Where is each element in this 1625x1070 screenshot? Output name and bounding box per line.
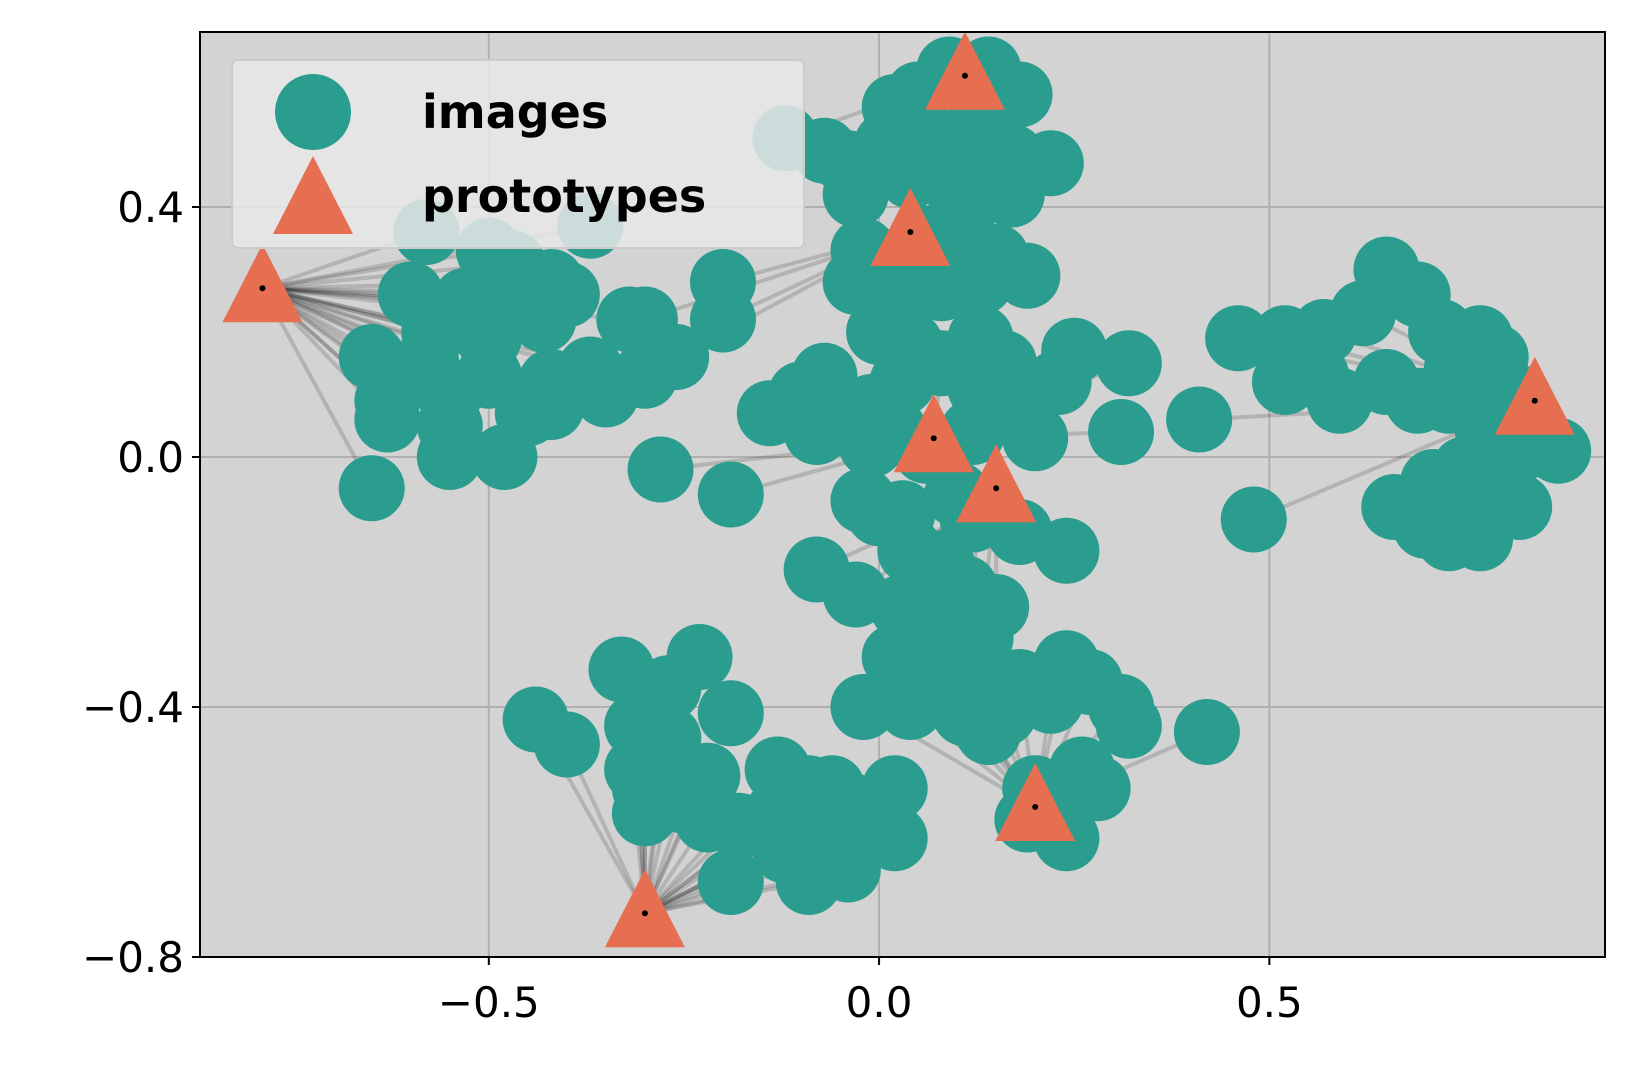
image-point <box>533 711 600 778</box>
prototype-center-dot <box>993 485 1000 492</box>
x-tick-label: 0.0 <box>846 978 913 1027</box>
image-point <box>1447 305 1514 372</box>
image-point <box>861 805 928 872</box>
image-point <box>338 455 405 522</box>
image-point <box>666 624 733 690</box>
image-point <box>838 411 905 478</box>
image-point <box>1002 405 1069 472</box>
image-point <box>814 836 881 903</box>
image-points <box>338 36 1592 915</box>
x-tick-label: 0.5 <box>1236 978 1303 1027</box>
prototype-marker <box>893 394 974 473</box>
image-point <box>1017 667 1084 734</box>
image-point <box>471 424 538 490</box>
image-point <box>1166 386 1233 453</box>
y-tick-label: 0.0 <box>117 433 184 482</box>
image-point <box>978 161 1045 228</box>
image-point <box>1095 692 1162 759</box>
prototype-marker <box>924 31 1005 110</box>
image-point <box>1095 330 1162 397</box>
legend-prototypes-marker <box>273 156 353 234</box>
image-point <box>627 436 694 503</box>
prototype-center-dot <box>907 229 914 235</box>
y-tick-label: 0.4 <box>117 183 184 232</box>
prototype-center-dot <box>259 285 266 292</box>
image-point <box>955 699 1022 765</box>
prototype-center-dot <box>961 72 968 79</box>
legend-images-label: images <box>422 85 608 139</box>
prototype-marker <box>870 188 951 266</box>
x-tick-label: −0.5 <box>438 978 540 1027</box>
prototype-marker <box>1494 356 1575 435</box>
prototype-marker <box>222 244 303 323</box>
image-point <box>1173 699 1240 765</box>
image-point <box>643 324 710 390</box>
image-point <box>783 399 850 465</box>
image-point <box>822 161 889 228</box>
axes: −0.5 0.0 0.5 −0.8 −0.4 0.0 0.4 <box>82 183 1303 1027</box>
plot-frame <box>199 31 1606 958</box>
image-point <box>697 680 764 747</box>
image-point <box>697 461 764 528</box>
image-point <box>1220 486 1287 553</box>
prototype-link-line <box>262 248 490 291</box>
image-point <box>846 480 913 547</box>
prototype-center-dot <box>641 910 648 917</box>
y-tick-label: −0.4 <box>82 683 184 732</box>
image-point <box>752 817 819 884</box>
prototype-marker <box>995 763 1076 841</box>
prototype-center-dot <box>930 435 937 442</box>
image-point <box>611 780 678 847</box>
image-point <box>354 386 421 453</box>
image-point <box>1033 517 1100 584</box>
legend-prototypes-label: prototypes <box>422 169 706 223</box>
legend-images-marker <box>275 74 351 150</box>
image-point <box>1041 317 1108 384</box>
image-point <box>518 374 585 440</box>
image-point <box>1486 474 1553 540</box>
image-point <box>830 674 897 740</box>
image-point <box>861 755 928 822</box>
prototype-marker <box>604 869 685 948</box>
image-point <box>416 424 483 490</box>
legend: images prototypes <box>231 59 805 249</box>
image-point <box>877 674 944 740</box>
image-point <box>986 61 1053 128</box>
prototype-markers <box>222 31 1575 948</box>
y-tick-label: −0.8 <box>82 933 184 982</box>
image-point <box>697 849 764 915</box>
image-point <box>924 155 991 222</box>
plot-area <box>199 31 1606 958</box>
prototype-center-dot <box>1531 397 1538 404</box>
image-point <box>994 242 1061 309</box>
prototype-marker <box>956 444 1037 523</box>
prototype-center-dot <box>1032 804 1039 810</box>
image-point <box>689 286 756 353</box>
image-point <box>510 286 577 353</box>
image-point <box>1088 399 1155 465</box>
legend-box <box>231 59 805 249</box>
image-point <box>1205 305 1272 372</box>
